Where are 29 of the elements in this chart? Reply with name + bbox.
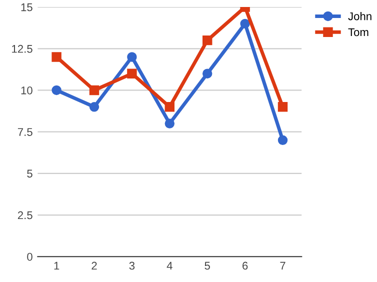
- x-tick-label: 2: [92, 262, 97, 270]
- point: [240, 18, 250, 29]
- x-tick-label: 5: [204, 262, 210, 270]
- y-tick-label: 15: [21, 3, 32, 12]
- point: [278, 102, 288, 112]
- y-tick-label: 5: [27, 170, 32, 178]
- point: [52, 85, 62, 96]
- legend-label: Tom: [348, 28, 368, 36]
- x-tick-label: 3: [129, 262, 135, 270]
- x-tick-label: 7: [280, 262, 286, 270]
- point: [278, 135, 288, 146]
- point: [164, 118, 175, 128]
- legend-label: John: [348, 12, 372, 20]
- x-tick-label: 6: [242, 262, 248, 270]
- point: [89, 102, 100, 112]
- y-tick-label: 0: [27, 252, 32, 261]
- point: [52, 52, 62, 62]
- point: [202, 68, 212, 78]
- y-tick-label: 7.5: [18, 128, 32, 136]
- point: [127, 68, 137, 78]
- y-tick-label: 2.5: [18, 211, 32, 220]
- x-tick-label: 1: [54, 262, 60, 270]
- y-tick-label: 12.5: [12, 44, 32, 53]
- point: [89, 85, 100, 96]
- x-tick-label: 4: [166, 262, 172, 270]
- point: [202, 35, 212, 46]
- point: [127, 52, 137, 62]
- y-tick-label: 10: [21, 86, 32, 94]
- point: [164, 102, 175, 112]
